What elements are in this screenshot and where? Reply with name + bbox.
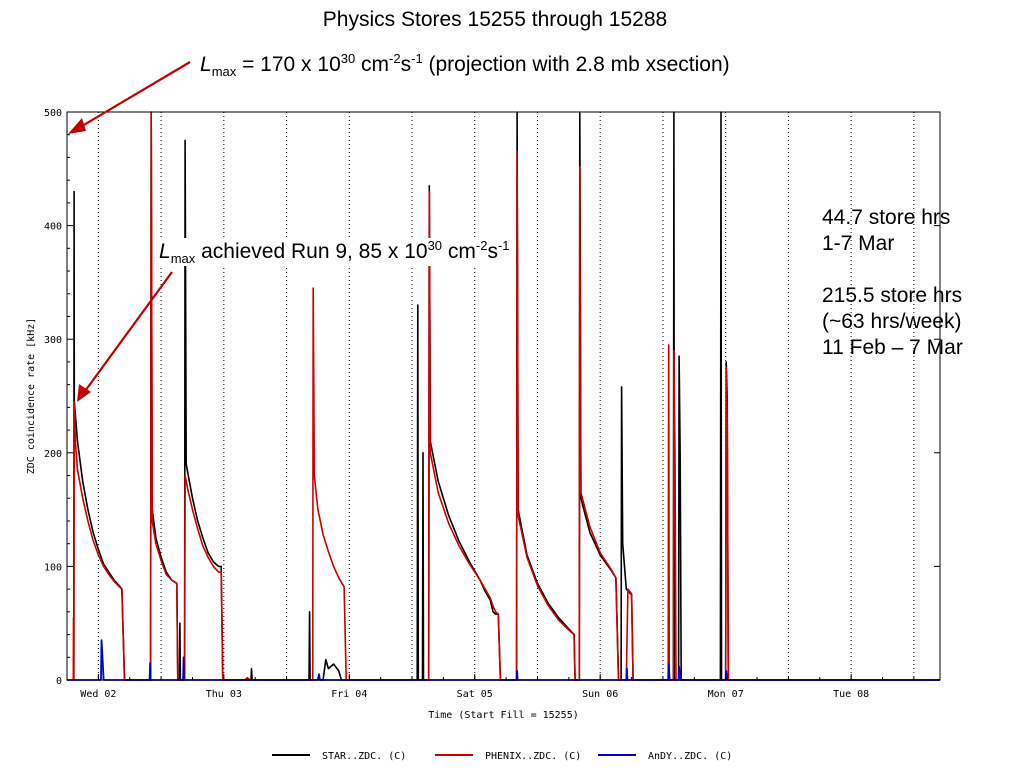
lmax-projection-post: (projection with 2.8 mb xsection): [422, 53, 730, 76]
note-line-4: (~63 hrs/week): [822, 310, 962, 333]
y-tick-label: 500: [44, 108, 62, 119]
legend-label-2: PHENIX..ZDC. (C): [485, 751, 581, 762]
store-hours-notes: 44.7 store hrs 1-7 Mar 215.5 store hrs (…: [822, 205, 963, 361]
note-line-2: 1-7 Mar: [822, 232, 895, 255]
legend-label-3: AnDY..ZDC. (C): [648, 751, 732, 762]
note-line-3: 215.5 store hrs: [822, 284, 963, 307]
legend-label-1: STAR..ZDC. (C): [322, 751, 406, 762]
y-tick-label: 0: [56, 676, 62, 687]
lmax-projection-exp: 30: [340, 51, 356, 66]
series-line-1: [73, 111, 940, 681]
lmax-subscript: max: [211, 64, 237, 80]
lmax-projection-exp2: -2: [389, 51, 401, 66]
note-line-5: 11 Feb – 7 Mar: [822, 336, 963, 359]
lmax-projection-annotation: Lmax = 170 x 1030 cm-2s-1 (projection wi…: [200, 51, 730, 79]
lmax-achieved-symbol: L: [159, 240, 171, 263]
slide-title: Physics Stores 15255 through 15288: [322, 8, 668, 31]
note-line-1: 44.7 store hrs: [822, 206, 951, 229]
series-line-3: [67, 639, 940, 681]
x-tick-label: Mon 07: [708, 689, 744, 700]
lmax-achieved-exp3: -1: [497, 238, 510, 253]
lmax-projection-unit: cm: [355, 53, 390, 76]
lmax-symbol: L: [200, 53, 212, 76]
arrow-achieved: [79, 271, 173, 399]
x-tick-label: Fri 04: [331, 689, 367, 700]
y-tick-label: 100: [44, 562, 62, 573]
lmax-achieved-exp2: -2: [475, 238, 488, 253]
lmax-achieved-unit2: s: [487, 240, 498, 263]
y-axis-label: ZDC coincidence rate [kHz]: [26, 318, 37, 475]
lmax-achieved-unit: cm: [442, 240, 476, 263]
arrow-projection: [71, 61, 191, 133]
lmax-achieved-pre: achieved Run 9, 85 x 10: [195, 240, 428, 263]
y-tick-label: 200: [44, 449, 62, 460]
lmax-achieved-annotation: Lmax achieved Run 9, 85 x 1030 cm-2s-1: [155, 238, 514, 267]
lmax-achieved-exp: 30: [427, 238, 443, 253]
lmax-projection-exp3: -1: [411, 51, 423, 66]
x-axis-label: Time (Start Fill = 15255): [428, 710, 579, 721]
lmax-projection-unit2: s: [400, 53, 412, 76]
series-line-2: [72, 111, 940, 681]
lmax-projection-pre: = 170 x 10: [236, 53, 341, 76]
annotation-arrows: [68, 61, 191, 402]
plot-layer: [67, 111, 940, 681]
plot-frame: [66, 111, 941, 681]
y-tick-label: 400: [44, 222, 62, 233]
x-tick-label: Sat 05: [457, 689, 493, 700]
arrow-achieved-head: [77, 384, 91, 402]
arrow-projection-head: [68, 118, 86, 134]
legend: STAR..ZDC. (C) PHENIX..ZDC. (C) AnDY..ZDC.…: [272, 751, 732, 762]
y-tick-label: 300: [44, 335, 62, 346]
x-tick-label: Tue 08: [833, 689, 869, 700]
x-tick-label: Wed 02: [80, 689, 116, 700]
x-tick-label: Sun 06: [582, 689, 618, 700]
x-tick-label: Thu 03: [206, 689, 242, 700]
axis-layer: 0 100 200 300 400 500 Wed 02 Thu 03 Fri 04 Sat 05…: [26, 108, 941, 721]
lmax-achieved-subscript: max: [170, 251, 196, 267]
